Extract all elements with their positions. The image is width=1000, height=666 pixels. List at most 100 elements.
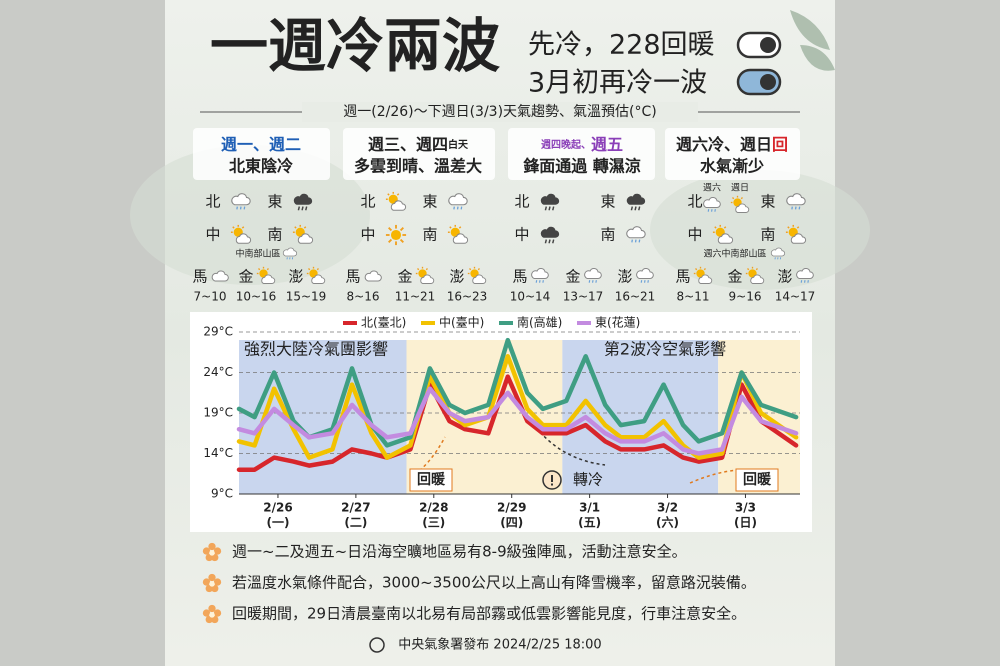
annotation: 回暖	[417, 471, 446, 488]
region: 中	[687, 226, 702, 244]
summary: 鋒面通過 轉濕涼	[522, 157, 641, 176]
icon-label: 週六	[703, 182, 721, 194]
leaf	[790, 10, 835, 71]
period: 週三、週四白天	[368, 135, 469, 154]
annotation-box	[409, 468, 453, 492]
series-line	[236, 337, 799, 448]
period-part: 週一、週二	[221, 135, 301, 154]
alert-mark	[551, 475, 553, 482]
x-tick-label: 3/3	[735, 501, 756, 515]
region: 東	[760, 193, 775, 211]
y-tick-label: 29°C	[203, 325, 233, 339]
tagline: 3月初再冷一波	[528, 68, 707, 99]
chart: 9°C 14°C 19°C 24°C 29°C 2/26(一) 2/27(二) 2/28(三)…	[203, 315, 800, 530]
y-tick-label: 14°C	[203, 446, 233, 460]
summary: 水氣漸少	[700, 157, 764, 176]
weekday: (六)	[656, 515, 679, 530]
period-part: 週四晚起、	[541, 138, 591, 151]
temp-range: 8~16	[347, 290, 380, 304]
weekday: (二)	[344, 516, 367, 530]
arrow	[689, 469, 739, 484]
toggle-knob	[760, 74, 776, 90]
note: 週六中南部山區	[703, 248, 766, 260]
island: 金	[397, 268, 412, 286]
x-tick-label: 2/27	[341, 501, 370, 515]
footer: 中央氣象署發布 2024/2/25 18:00	[398, 638, 601, 653]
temp-range: 7~10	[194, 290, 227, 304]
region: 東	[267, 193, 282, 211]
alert-mark	[551, 483, 553, 486]
period-box	[193, 128, 330, 180]
period-box	[508, 128, 655, 180]
arrow	[539, 431, 606, 466]
notes: 週一~二及週五~日沿海空曠地區易有8-9級強陣風，活動注意安全。若溫度水氣條件配…	[202, 543, 756, 624]
weekday: (四)	[500, 516, 523, 530]
island: 金	[565, 268, 580, 286]
period-part: 週六冷、週日	[676, 135, 772, 154]
temp-range: 16~23	[447, 290, 488, 304]
period: 週六冷、週日回	[676, 135, 788, 154]
island: 澎	[777, 268, 792, 286]
island: 馬	[192, 268, 207, 286]
island: 金	[727, 268, 742, 286]
legend-label: 東(花蓮)	[595, 315, 640, 330]
temp-range: 10~16	[236, 290, 277, 304]
note-text: 回暖期間，29日清晨臺南以北易有局部霧或低雲影響能見度，行車注意安全。	[232, 605, 746, 623]
y-tick-label: 24°C	[203, 365, 233, 379]
note: 中南部山區	[235, 248, 280, 260]
island: 澎	[617, 268, 632, 286]
subtitle-bg	[302, 102, 698, 122]
region: 南	[760, 226, 775, 244]
region: 北	[360, 193, 375, 211]
y-tick-label: 9°C	[211, 487, 233, 501]
annotation: 回暖	[743, 471, 772, 488]
period: 週一、週二	[221, 135, 301, 154]
note-text: 週一~二及週五~日沿海空曠地區易有8-9級強陣風，活動注意安全。	[232, 543, 687, 561]
x-tick-label: 3/2	[657, 501, 678, 515]
x-tick-label: 2/29	[497, 501, 526, 515]
series-line	[236, 386, 799, 456]
island: 澎	[288, 268, 303, 286]
period-part: 週五	[591, 135, 623, 154]
region: 中	[205, 226, 220, 244]
summary: 北東陰冷	[229, 157, 293, 176]
weekday: (日)	[734, 516, 757, 530]
temp-range: 16~21	[615, 290, 656, 304]
period-part: 白天	[448, 138, 469, 151]
temp-range: 14~17	[775, 290, 816, 304]
toggle-knob	[760, 37, 776, 53]
legend-label: 中(臺中)	[439, 315, 484, 330]
x-tick-label: 2/28	[419, 501, 448, 515]
region: 北	[514, 193, 529, 211]
arrow	[409, 436, 446, 479]
period-part: 回	[772, 135, 788, 154]
temp-range: 11~21	[395, 290, 436, 304]
temp-range: 10~14	[510, 290, 551, 304]
annotation: 轉冷	[573, 471, 603, 489]
watercolor	[650, 170, 870, 290]
summary: 多雲到晴、溫差大	[354, 157, 482, 176]
series-line	[236, 374, 799, 472]
period-box	[343, 128, 495, 180]
island: 馬	[345, 268, 360, 286]
temp-range: 13~17	[563, 290, 604, 304]
note-text: 若溫度水氣條件配合，3000~3500公尺以上高山有降雪機率，留意路況裝備。	[232, 574, 756, 592]
island: 馬	[675, 268, 690, 286]
temp-range: 15~19	[286, 290, 327, 304]
region: 南	[600, 226, 615, 244]
region: 中	[360, 226, 375, 244]
island: 澎	[449, 268, 464, 286]
weekday: (五)	[578, 516, 601, 530]
region: 南	[267, 226, 282, 244]
x-tick-label: 2/26	[263, 501, 292, 515]
region: 東	[600, 193, 615, 211]
x-tick-label: 3/1	[579, 501, 600, 515]
legend-label: 南(高雄)	[517, 315, 562, 330]
subtitle: 週一(2/26)～下週日(3/3)天氣趨勢、氣溫預估(°C)	[343, 104, 657, 120]
temp-range: 8~11	[677, 290, 710, 304]
annotation: 強烈大陸冷氣團影響	[244, 340, 388, 359]
region: 北	[205, 193, 220, 211]
weekday: (一)	[266, 516, 289, 530]
tagline: 先冷，228回暖	[528, 30, 715, 61]
